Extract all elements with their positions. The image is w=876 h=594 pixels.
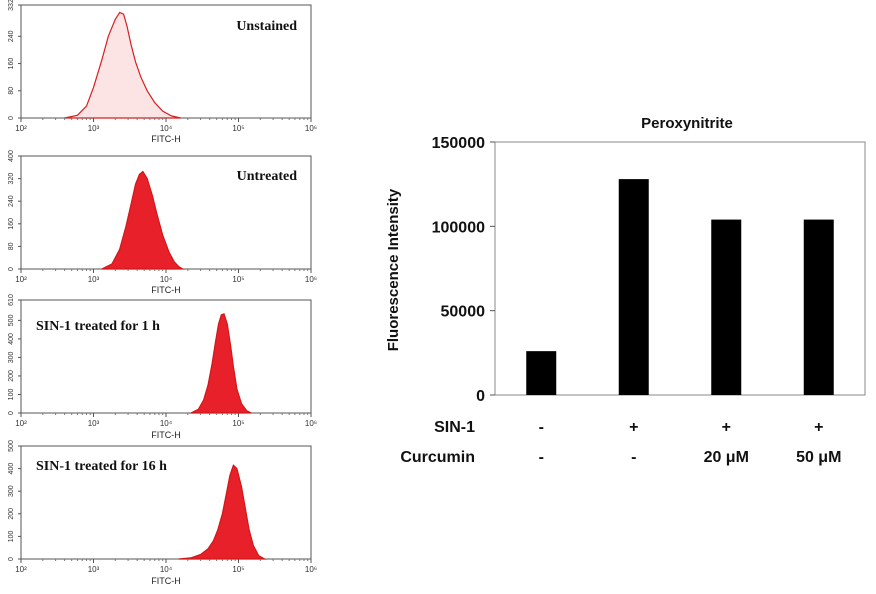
x-axis-label: FITC-H [151,285,181,295]
x-tick-label: 10⁴ [160,124,173,133]
condition-value: + [629,419,638,436]
histogram-panel-sin1-1h: 10² 10³ 10⁴ 10⁵ 10⁶ 0 100 200 300 400 500 610 SIN-1… [8,294,317,440]
x-tick-label: 10⁴ [160,275,173,284]
y-tick-label: 160 [8,218,15,230]
y-tick-label: 100 [8,389,15,401]
y-tick-label: 100000 [432,219,485,236]
histogram-area [64,11,181,119]
y-tick-label: 500 [8,440,15,452]
histogram-panel-unstained: 10² 10³ 10⁴ 10⁵ 10⁶ 0 80 160 240 332 Unstained FI… [8,0,317,144]
panel-title: Untreated [237,169,298,184]
y-tick-label: 300 [8,485,15,497]
y-tick-label: 160 [8,58,15,70]
x-tick-label: 10⁴ [160,565,173,574]
x-axis-label: FITC-H [151,134,181,144]
x-tick-label: 10³ [88,124,100,133]
y-tick-label: 80 [8,87,15,95]
y-tick-label: 400 [8,150,15,162]
condition-value: 50 μM [796,449,841,466]
y-tick-label: 150000 [432,135,485,152]
x-tick-label: 10⁵ [232,419,244,428]
plot-frame [20,299,312,414]
y-axis-label: Fluorescence Intensity [385,188,402,351]
y-tick-label: 50000 [441,304,486,321]
x-tick-label: 10⁵ [232,124,244,133]
y-tick-label: 610 [8,294,15,306]
y-tick-label: 0 [8,116,15,120]
panel-title: SIN-1 treated for 16 h [36,459,167,474]
condition-table: SIN-1 - + + + Curcumin - - 20 μM 50 μM [400,419,841,466]
bar-plot-frame [494,141,866,396]
bar [803,219,834,395]
y-tick-label: 0 [8,411,15,415]
y-tick-label: 240 [8,195,15,207]
bar-group: 0 50000 100000 150000 [432,135,834,405]
condition-value: - [631,449,636,466]
condition-value: + [722,419,731,436]
panel-title: Unstained [236,19,297,34]
panel-title: SIN-1 treated for 1 h [36,319,160,334]
x-tick-label: 10² [15,124,27,133]
histogram-panel-sin1-16h: 10² 10³ 10⁴ 10⁵ 10⁶ 0 100 200 300 400 500 SIN-1 tr… [8,440,317,586]
condition-value: - [539,419,544,436]
condition-row-label: SIN-1 [434,419,475,436]
x-tick-label: 10² [15,275,27,284]
y-tick-label: 400 [8,333,15,345]
y-tick-label: 400 [8,463,15,475]
y-tick-label: 80 [8,242,15,250]
x-tick-label: 10⁶ [305,565,317,574]
bar [618,179,649,395]
x-axis-label: FITC-H [151,430,181,440]
condition-row-label: Curcumin [400,449,475,466]
y-tick-label: 332 [8,0,15,11]
bar [711,219,742,395]
x-tick-label: 10⁶ [305,419,317,428]
x-tick-label: 10² [15,419,27,428]
histogram-area [101,170,185,270]
x-tick-label: 10³ [88,565,100,574]
x-tick-label: 10² [15,565,27,574]
x-tick-label: 10⁶ [305,275,317,284]
y-tick-label: 100 [8,530,15,542]
x-tick-label: 10⁵ [232,275,244,284]
x-tick-label: 10⁵ [232,565,244,574]
x-tick-label: 10³ [88,419,100,428]
histogram-area [178,464,267,560]
bar-chart-panel: Peroxynitrite Fluorescence Intensity 0 50… [385,115,866,466]
x-axis-label: FITC-H [151,576,181,586]
histogram-panel-untreated: 10² 10³ 10⁴ 10⁵ 10⁶ 0 80 160 240 320 400 Untreated… [8,150,317,295]
y-tick-label: 0 [8,267,15,271]
y-tick-label: 200 [8,508,15,520]
bar-chart-title: Peroxynitrite [641,115,733,132]
condition-value: - [539,449,544,466]
x-tick-label: 10³ [88,275,100,284]
y-tick-label: 500 [8,314,15,326]
y-tick-label: 0 [476,388,485,405]
x-tick-label: 10⁶ [305,124,317,133]
bar [526,351,557,395]
x-tick-label: 10⁴ [160,419,173,428]
y-tick-label: 0 [8,557,15,561]
y-tick-label: 320 [8,173,15,185]
y-tick-label: 200 [8,370,15,382]
histogram-area [190,313,252,414]
y-tick-label: 240 [8,30,15,42]
y-tick-label: 300 [8,351,15,363]
condition-value: + [814,419,823,436]
condition-value: 20 μM [704,449,749,466]
